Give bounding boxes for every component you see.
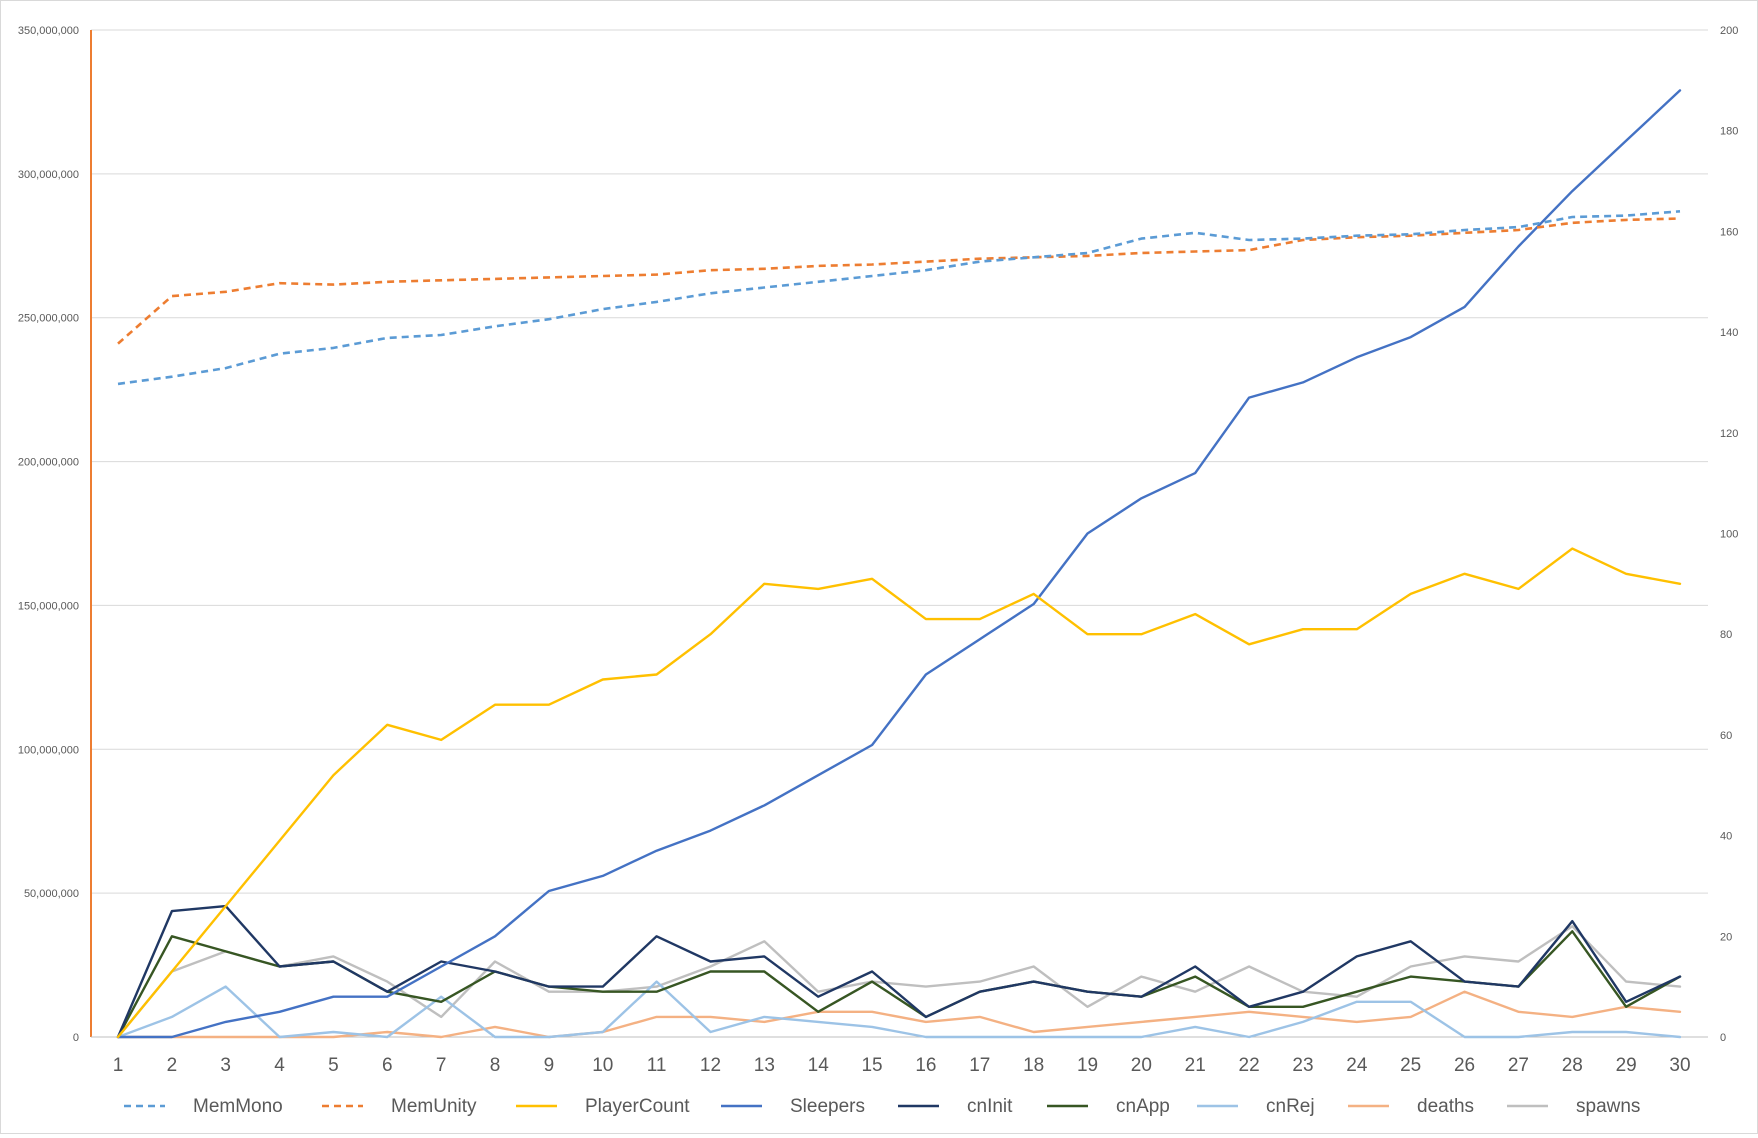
series-line-playercount (116, 547, 1682, 1039)
x-tick-label: 3 (220, 1055, 231, 1076)
legend-item-cninit: cnInit (898, 1096, 1013, 1117)
y-left-tick-label: 250,000,000 (18, 313, 79, 325)
legend-item-memmono: MemMono (124, 1096, 283, 1117)
series-line-cnrej (116, 980, 1682, 1039)
y-left-tick-label: 0 (73, 1032, 79, 1044)
y-right-tick-label: 200 (1720, 25, 1738, 37)
x-tick-label: 22 (1239, 1055, 1260, 1076)
y-right-tick-label: 20 (1720, 931, 1732, 943)
x-tick-label: 24 (1346, 1055, 1368, 1076)
x-tick-label: 17 (969, 1055, 990, 1076)
legend-item-sleepers: Sleepers (721, 1096, 865, 1117)
series-line-memunity (117, 217, 1681, 345)
legend-label: MemUnity (391, 1096, 477, 1117)
series-line-deaths (116, 990, 1682, 1039)
x-tick-label: 10 (592, 1055, 613, 1076)
legend-label: cnInit (967, 1096, 1013, 1117)
x-tick-label: 15 (861, 1055, 882, 1076)
series-line-memmono (117, 210, 1681, 386)
y-right-tick-label: 100 (1720, 529, 1738, 541)
x-tick-label: 30 (1669, 1055, 1690, 1076)
x-tick-label: 18 (1023, 1055, 1044, 1076)
x-tick-label: 25 (1400, 1055, 1421, 1076)
series-line-sleepers (116, 89, 1682, 1039)
x-tick-label: 16 (915, 1055, 936, 1076)
x-tick-label: 13 (754, 1055, 775, 1076)
legend-item-deaths: deaths (1348, 1096, 1474, 1117)
y-right-tick-label: 160 (1720, 226, 1738, 238)
y-right-tick-label: 120 (1720, 428, 1738, 440)
axes: 0 50,000,000 100,000,000 150,000,000 200,000… (18, 25, 1739, 1076)
x-tick-label: 19 (1077, 1055, 1098, 1076)
y-left-tick-label: 350,000,000 (18, 25, 79, 37)
series-lines (116, 89, 1682, 1039)
x-tick-label: 7 (436, 1055, 447, 1076)
legend-item-playercount: PlayerCount (516, 1096, 690, 1117)
y-left-tick-label: 50,000,000 (24, 888, 79, 900)
legend-label: PlayerCount (585, 1096, 690, 1117)
legend: MemMono MemUnity PlayerCount Sleepers cnInit… (124, 1096, 1640, 1117)
legend-label: deaths (1417, 1096, 1474, 1117)
legend-label: cnApp (1116, 1096, 1170, 1117)
x-tick-label: 11 (647, 1055, 667, 1076)
x-tick-label: 4 (274, 1055, 285, 1076)
legend-item-cnrej: cnRej (1197, 1096, 1315, 1117)
series-line-cninit (116, 904, 1682, 1039)
y-left-tick-label: 300,000,000 (18, 169, 79, 181)
x-tick-label: 1 (113, 1055, 124, 1076)
x-tick-label: 20 (1131, 1055, 1152, 1076)
y-left-tick-label: 150,000,000 (18, 600, 79, 612)
x-tick-label: 8 (490, 1055, 501, 1076)
legend-label: Sleepers (790, 1096, 865, 1117)
y-right-tick-label: 180 (1720, 126, 1738, 138)
y-right-tick-label: 140 (1720, 327, 1738, 339)
x-tick-label: 28 (1562, 1055, 1583, 1076)
x-tick-label: 5 (328, 1055, 339, 1076)
series-line-spawns (116, 925, 1682, 1039)
legend-label: MemMono (193, 1096, 283, 1117)
x-tick-label: 26 (1454, 1055, 1475, 1076)
y-left-tick-label: 200,000,000 (18, 457, 79, 469)
x-tick-label: 12 (700, 1055, 721, 1076)
x-tick-label: 14 (808, 1055, 830, 1076)
y-left-tick-label: 100,000,000 (18, 744, 79, 756)
legend-item-memunity: MemUnity (322, 1096, 477, 1117)
x-tick-label: 9 (544, 1055, 555, 1076)
legend-label: spawns (1576, 1096, 1640, 1117)
legend-item-cnapp: cnApp (1047, 1096, 1170, 1117)
x-tick-label: 6 (382, 1055, 393, 1076)
y-right-tick-label: 40 (1720, 831, 1732, 843)
y-right-tick-label: 80 (1720, 629, 1732, 641)
y-right-tick-label: 0 (1720, 1032, 1726, 1044)
x-tick-label: 2 (167, 1055, 178, 1076)
x-tick-label: 27 (1508, 1055, 1529, 1076)
legend-label: cnRej (1266, 1096, 1315, 1117)
x-tick-label: 23 (1292, 1055, 1313, 1076)
x-tick-label: 29 (1616, 1055, 1637, 1076)
legend-item-spawns: spawns (1507, 1096, 1640, 1117)
y-right-tick-label: 60 (1720, 730, 1732, 742)
x-tick-label: 21 (1185, 1055, 1206, 1076)
